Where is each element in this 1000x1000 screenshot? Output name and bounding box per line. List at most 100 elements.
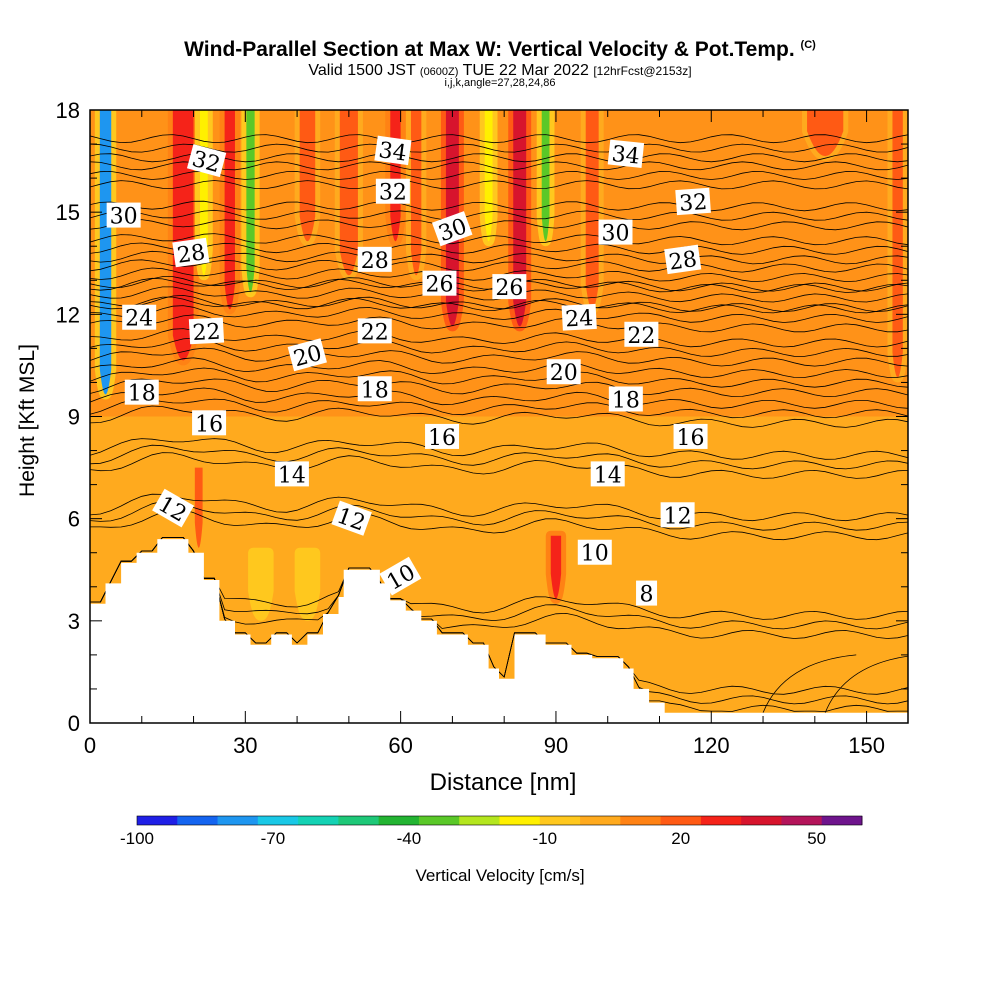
contour-label-box — [188, 317, 225, 345]
theta-contour-line — [90, 493, 908, 522]
contour-label: 20 — [546, 359, 581, 386]
contour-label-text: 18 — [612, 388, 640, 413]
theta-contour-line — [90, 387, 908, 409]
contour-label-text: 34 — [377, 138, 408, 167]
contour-label: 12 — [152, 488, 195, 528]
colorbar-swatch — [539, 816, 581, 825]
contour-label-box — [590, 461, 625, 487]
contour-label: 28 — [172, 237, 210, 269]
colorbar-frame — [136, 815, 863, 826]
contour-label-box — [192, 410, 227, 436]
contour-label-text: 18 — [128, 382, 156, 407]
colorbar-swatch — [418, 816, 460, 825]
theta-contour-line — [762, 654, 857, 713]
contour-label-box — [374, 135, 412, 166]
theta-contour-line — [90, 444, 908, 470]
contour-label-text: 16 — [677, 426, 705, 451]
contour-label: 28 — [357, 246, 392, 274]
contour-label: 34 — [374, 135, 412, 167]
contour-label-box — [624, 321, 659, 347]
contour-label: 22 — [188, 317, 225, 346]
velocity-plume — [484, 110, 493, 242]
contour-label-text: 16 — [428, 426, 456, 451]
contour-label-box — [577, 539, 612, 565]
contour-label: 26 — [492, 274, 527, 301]
theta-contour-line — [90, 357, 908, 378]
contour-label-box — [331, 500, 372, 536]
contour-label: 18 — [124, 379, 159, 407]
contour-label-text: 28 — [361, 249, 389, 274]
theta-contour-line — [90, 405, 908, 428]
contour-label-box — [660, 502, 695, 528]
contour-label-text: 28 — [176, 240, 207, 269]
velocity-plume — [585, 110, 599, 310]
velocity-plume — [299, 552, 316, 616]
theta-contour-line — [90, 500, 908, 531]
theta-contour-line — [90, 233, 908, 246]
contour-label-text: 22 — [627, 324, 655, 349]
colorbar-swatch — [298, 816, 339, 825]
contour-label-text: 14 — [594, 463, 622, 488]
contour-label: 32 — [675, 187, 711, 217]
contour-label-box — [106, 202, 141, 228]
contour-label-text: 28 — [667, 247, 698, 276]
contour-label-box — [492, 274, 527, 300]
contour-label: 22 — [357, 318, 392, 345]
colorbar-tick-label: -40 — [397, 829, 422, 848]
colorbar-swatch — [217, 816, 259, 825]
theta-contours — [90, 134, 908, 713]
colorbar-swatch — [620, 816, 662, 825]
contour-label-text: 32 — [379, 181, 407, 206]
contour-label-box — [357, 246, 392, 272]
contour-label-box — [274, 461, 309, 487]
x-tick-label: 150 — [848, 733, 885, 758]
chart-subtitle: Valid 1500 JST (0600Z) TUE 22 Mar 2022 [… — [0, 62, 1000, 80]
contour-label-text: 34 — [610, 142, 640, 170]
colorbar-swatch — [499, 816, 541, 825]
colorbar-swatch — [137, 816, 178, 825]
y-tick-label: 15 — [56, 200, 80, 225]
theta-contour-line — [90, 537, 908, 620]
theta-contour-line — [90, 200, 908, 212]
contour-label: 34 — [607, 139, 645, 170]
contour-label-text: 18 — [361, 378, 389, 403]
contour-label-text: 24 — [125, 307, 153, 332]
colorbar-swatch — [459, 816, 500, 825]
contour-label-text: 16 — [195, 412, 223, 437]
contour-label: 24 — [561, 303, 597, 332]
y-tick-label: 9 — [68, 405, 80, 430]
contour-label: 16 — [192, 410, 227, 437]
theta-contour-line — [90, 537, 908, 639]
colorbar-swatch — [821, 816, 863, 825]
theta-contour-line — [90, 452, 908, 479]
contour-label-text: 32 — [678, 190, 708, 217]
date-text: TUE 22 Mar 2022 — [462, 62, 589, 79]
contour-label-box — [425, 423, 460, 449]
x-tick-label: 30 — [233, 733, 257, 758]
contour-label-text: 22 — [361, 320, 389, 345]
velocity-plume — [299, 110, 316, 242]
velocity-plume — [541, 110, 550, 242]
colorbar: -100 -70 -40 -10 20 50 Vertical Velocity [cm/s… — [120, 815, 863, 885]
contour-label: 30 — [598, 219, 633, 247]
theta-contour-line — [90, 537, 908, 630]
theta-contour-line — [90, 143, 908, 153]
colorbar-swatch — [338, 816, 380, 825]
colorbar-tick-label: 20 — [671, 829, 690, 848]
contour-label: 12 — [660, 502, 695, 529]
contour-label-box — [431, 211, 473, 247]
theta-contour-line — [90, 347, 908, 367]
theta-contour-line — [90, 305, 908, 323]
valid-text: Valid 1500 JST — [308, 62, 416, 79]
contour-label-box — [379, 556, 422, 596]
theta-contour-line — [90, 250, 908, 265]
x-axis-label: Distance [nm] — [430, 769, 577, 796]
colorbar-label: Vertical Velocity [cm/s] — [415, 866, 584, 885]
theta-contour-line — [90, 337, 908, 357]
chart-title-mark: (C) — [800, 39, 816, 51]
contour-label-text: 24 — [565, 306, 594, 332]
contour-label-text: 22 — [192, 320, 221, 346]
contour-label: 14 — [274, 461, 309, 488]
